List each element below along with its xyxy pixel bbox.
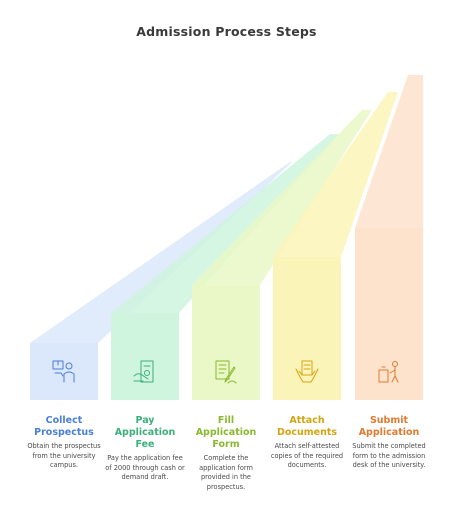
form-writing-icon <box>215 360 237 384</box>
step-2-column <box>111 134 340 400</box>
step-2-ramp <box>111 134 340 313</box>
step-5-bar <box>355 228 423 400</box>
step-4-title: Attach Documents <box>276 415 338 438</box>
step-4-description: Attach self-attested copies of the requi… <box>270 442 344 469</box>
step-1-bar <box>30 343 98 400</box>
step-3-title: Fill Application Form <box>195 415 257 450</box>
step-4-column <box>273 92 398 400</box>
step-1-column <box>30 162 292 400</box>
step-5-ramp <box>355 75 423 228</box>
step-3-ramp <box>192 110 372 285</box>
prospectus-collection-icon <box>52 360 75 383</box>
step-4-bar <box>273 257 341 400</box>
step-1-description: Obtain the prospectus from the universit… <box>27 442 101 469</box>
submit-desk-icon <box>378 361 399 383</box>
document-attach-icon <box>295 360 319 383</box>
step-4-ramp <box>273 92 398 257</box>
step-5-title: Submit Application <box>358 415 420 438</box>
diagram-title: Admission Process Steps <box>136 24 317 39</box>
step-3-bar <box>192 285 260 400</box>
step-1-title: Collect Prospectus <box>34 415 94 438</box>
step-2-title: Pay Application Fee <box>114 415 176 450</box>
step-2-description: Pay the application fee of 2000 through … <box>105 454 185 481</box>
step-5-description: Submit the completed form to the admissi… <box>352 442 426 469</box>
step-3-description: Complete the application form provided i… <box>199 454 253 491</box>
step-1-ramp <box>30 162 292 343</box>
payment-receipt-icon <box>133 360 154 383</box>
step-2-bar <box>111 313 179 400</box>
step-5-column <box>355 75 423 400</box>
